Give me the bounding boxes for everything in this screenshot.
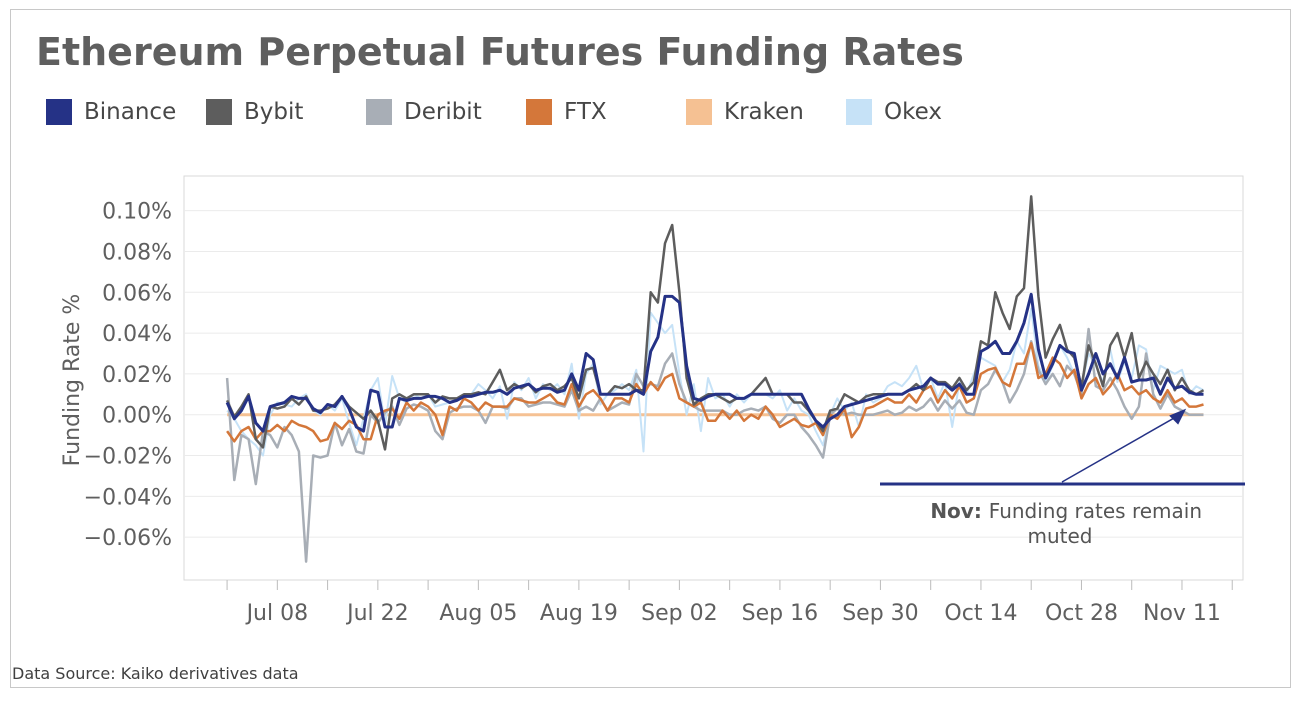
x-tick-label: Jul 22 [345,601,409,626]
y-tick-label: 0.02% [102,363,172,388]
chart-title: Ethereum Perpetual Futures Funding Rates [36,30,964,74]
legend-item-binance[interactable]: Binance [46,98,176,126]
y-tick-label: 0.06% [102,281,172,306]
legend-swatch-deribit [366,99,392,125]
legend-swatch-kraken [686,99,712,125]
x-tick-label: Oct 14 [944,601,1017,626]
annotation-text: Nov: Funding rates remain [930,499,1202,523]
y-tick-label: −0.06% [84,526,172,551]
annotation-text-line2: muted [1028,524,1093,548]
y-axis-title: Funding Rate % [60,294,85,467]
x-tick-label: Sep 16 [742,601,818,626]
legend-label-binance: Binance [84,99,177,125]
annotation-rest: Funding rates remain [989,499,1202,523]
x-tick-label: Nov 11 [1143,601,1221,626]
x-tick-label: Sep 30 [842,601,918,626]
plot-area [183,175,1244,581]
y-tick-label: 0.04% [102,322,172,347]
legend-item-bybit[interactable]: Bybit [206,98,303,126]
y-tick-label: 0.08% [102,240,172,265]
y-tick-label: 0.00% [102,404,172,429]
y-tick-label: −0.04% [84,485,172,510]
x-tick-label: Aug 05 [439,601,517,626]
legend-item-ftx[interactable]: FTX [526,98,607,126]
series-line-okex [226,307,1204,457]
legend-label-ftx: FTX [564,99,607,125]
legend-swatch-binance [46,99,72,125]
annotation-arrow-line [1061,413,1181,483]
legend-label-kraken: Kraken [724,99,804,125]
legend-item-okex[interactable]: Okex [846,98,942,126]
x-tick-label: Jul 08 [245,601,309,626]
legend-item-deribit[interactable]: Deribit [366,98,482,126]
y-tick-label: 0.10% [102,200,172,225]
x-tick-label: Aug 19 [540,601,618,626]
x-tick-label: Sep 02 [641,601,717,626]
source-note: Data Source: Kaiko derivatives data [12,664,299,683]
legend-label-bybit: Bybit [244,99,304,125]
legend-swatch-bybit [206,99,232,125]
legend-item-kraken[interactable]: Kraken [686,98,804,126]
legend-label-okex: Okex [884,99,942,125]
legend-swatch-okex [846,99,872,125]
annotation-bold: Nov: [930,499,988,523]
annotation-arrowhead [1169,408,1187,425]
legend-label-deribit: Deribit [404,99,482,125]
y-tick-label: −0.02% [84,445,172,470]
x-tick-label: Oct 28 [1045,601,1118,626]
legend-swatch-ftx [526,99,552,125]
series-line-binance [225,292,1204,433]
